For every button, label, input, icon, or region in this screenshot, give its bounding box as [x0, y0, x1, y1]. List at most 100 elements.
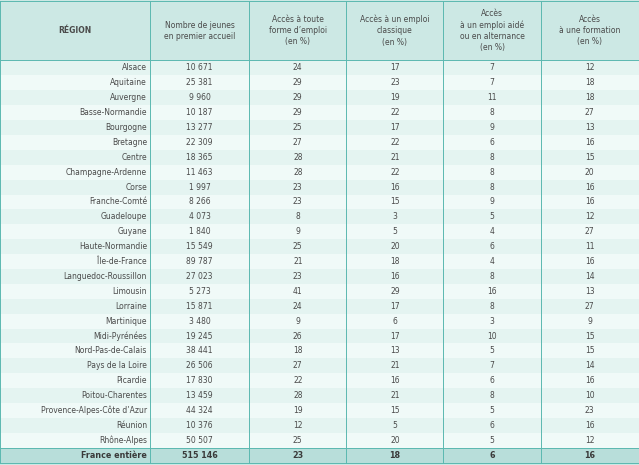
Text: 6: 6 — [392, 317, 397, 326]
Bar — [541, 403, 639, 418]
Text: France entière: France entière — [81, 451, 147, 460]
Bar — [346, 448, 443, 463]
Bar — [150, 433, 249, 448]
Bar — [443, 209, 541, 224]
Bar — [249, 299, 346, 314]
Text: 25 381: 25 381 — [187, 78, 213, 87]
Text: Rhône-Alpes: Rhône-Alpes — [99, 436, 147, 445]
Bar — [150, 1, 249, 60]
Text: 27 023: 27 023 — [187, 272, 213, 281]
Text: Picardie: Picardie — [116, 376, 147, 385]
Bar — [346, 105, 443, 120]
Text: 18: 18 — [293, 346, 302, 355]
Text: 10 187: 10 187 — [187, 108, 213, 117]
Text: 18: 18 — [389, 451, 401, 460]
Bar — [346, 388, 443, 403]
Text: 3 480: 3 480 — [189, 317, 211, 326]
Bar — [541, 60, 639, 75]
Text: 4: 4 — [489, 227, 495, 236]
Bar — [541, 105, 639, 120]
Bar — [0, 254, 150, 269]
Bar — [0, 448, 150, 463]
Bar — [541, 90, 639, 105]
Bar — [346, 329, 443, 344]
Text: Provence-Alpes-Côte d’Azur: Provence-Alpes-Côte d’Azur — [41, 406, 147, 415]
Text: 17: 17 — [390, 302, 400, 311]
Text: Réunion: Réunion — [116, 421, 147, 430]
Bar — [0, 239, 150, 254]
Text: 20: 20 — [390, 436, 400, 445]
Bar — [0, 135, 150, 150]
Bar — [443, 60, 541, 75]
Bar — [249, 135, 346, 150]
Bar — [150, 359, 249, 373]
Bar — [346, 284, 443, 299]
Bar — [541, 135, 639, 150]
Text: 38 441: 38 441 — [187, 346, 213, 355]
Text: 6: 6 — [489, 376, 495, 385]
Bar — [150, 90, 249, 105]
Text: 17: 17 — [390, 332, 400, 340]
Text: 29: 29 — [293, 78, 303, 87]
Bar — [541, 1, 639, 60]
Text: 24: 24 — [293, 302, 303, 311]
Text: Aquitaine: Aquitaine — [110, 78, 147, 87]
Text: 15: 15 — [585, 346, 595, 355]
Text: Accès
à un emploi aidé
ou en alternance
(en %): Accès à un emploi aidé ou en alternance … — [459, 9, 525, 52]
Bar — [150, 254, 249, 269]
Bar — [249, 433, 346, 448]
Bar — [443, 284, 541, 299]
Bar — [346, 418, 443, 433]
Bar — [443, 299, 541, 314]
Bar — [150, 105, 249, 120]
Text: 28: 28 — [293, 391, 302, 400]
Text: 21: 21 — [293, 257, 302, 266]
Text: 23: 23 — [293, 272, 303, 281]
Text: Lorraine: Lorraine — [116, 302, 147, 311]
Bar — [249, 224, 346, 239]
Bar — [150, 120, 249, 135]
Bar — [346, 60, 443, 75]
Bar — [346, 75, 443, 90]
Text: 21: 21 — [390, 153, 399, 162]
Text: 19 245: 19 245 — [187, 332, 213, 340]
Text: Bourgogne: Bourgogne — [105, 123, 147, 132]
Bar — [150, 284, 249, 299]
Bar — [541, 179, 639, 194]
Text: 16: 16 — [584, 451, 596, 460]
Bar — [541, 75, 639, 90]
Bar — [249, 403, 346, 418]
Text: 11: 11 — [585, 242, 594, 251]
Bar — [0, 1, 150, 60]
Text: 8: 8 — [489, 183, 495, 192]
Text: Guadeloupe: Guadeloupe — [101, 213, 147, 221]
Bar — [443, 254, 541, 269]
Bar — [0, 269, 150, 284]
Text: 22: 22 — [390, 108, 399, 117]
Text: Martinique: Martinique — [105, 317, 147, 326]
Text: 17: 17 — [390, 63, 400, 73]
Bar — [346, 403, 443, 418]
Bar — [443, 224, 541, 239]
Text: 16: 16 — [390, 183, 400, 192]
Bar — [541, 209, 639, 224]
Bar — [150, 299, 249, 314]
Text: 9 960: 9 960 — [189, 93, 211, 102]
Text: Centre: Centre — [121, 153, 147, 162]
Bar — [541, 194, 639, 209]
Text: 15 871: 15 871 — [187, 302, 213, 311]
Text: 29: 29 — [390, 287, 400, 296]
Text: 21: 21 — [390, 361, 399, 370]
Text: 1 997: 1 997 — [189, 183, 211, 192]
Bar — [443, 120, 541, 135]
Text: 15 549: 15 549 — [187, 242, 213, 251]
Bar — [346, 135, 443, 150]
Text: 10: 10 — [585, 391, 595, 400]
Text: 15: 15 — [390, 198, 400, 206]
Text: 5 273: 5 273 — [189, 287, 211, 296]
Text: 50 507: 50 507 — [187, 436, 213, 445]
Bar — [346, 359, 443, 373]
Text: 23: 23 — [293, 183, 303, 192]
Bar — [249, 194, 346, 209]
Bar — [541, 314, 639, 329]
